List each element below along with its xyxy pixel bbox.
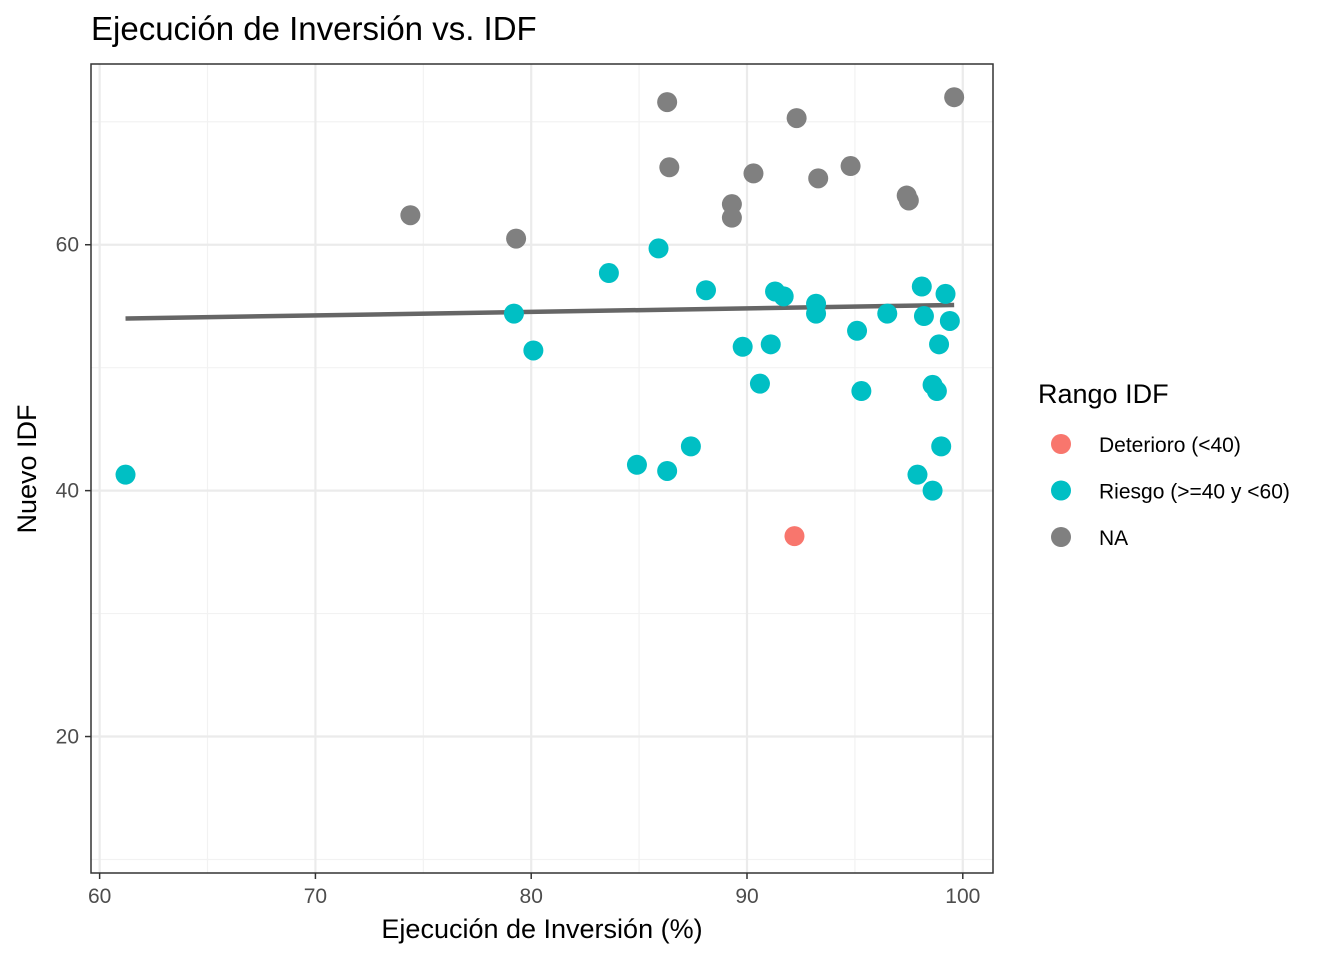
point-series-1-27 — [935, 283, 956, 304]
point-series-1-11 — [760, 334, 781, 355]
y-axis-ticks: 20 40 60 — [56, 234, 91, 749]
point-series-1-15 — [806, 303, 827, 324]
point-series-2-5 — [721, 207, 742, 228]
x-axis-title: Ejecución de Inversión (%) — [381, 914, 702, 944]
y-tick-label-0: 20 — [56, 726, 79, 749]
point-series-1-1 — [503, 303, 524, 324]
point-series-1-3 — [598, 263, 619, 284]
point-series-1-20 — [911, 276, 932, 297]
data-points — [115, 87, 965, 547]
point-series-2-7 — [786, 108, 807, 129]
point-series-2-6 — [743, 163, 764, 184]
point-series-2-3 — [659, 157, 680, 178]
point-series-1-8 — [696, 280, 716, 301]
chart-title: Ejecución de Inversión vs. IDF — [91, 10, 537, 47]
point-series-1-5 — [648, 238, 669, 259]
point-series-1-23 — [922, 480, 943, 501]
point-series-2-12 — [944, 87, 965, 108]
legend-title: Rango IDF — [1038, 379, 1169, 409]
point-series-0-0 — [784, 526, 805, 547]
point-series-2-1 — [506, 228, 527, 249]
point-series-2-8 — [808, 168, 829, 189]
point-series-1-16 — [847, 320, 868, 341]
point-series-1-2 — [523, 340, 544, 361]
legend-label-0: Deterioro (<40) — [1099, 434, 1241, 457]
point-series-1-13 — [773, 286, 794, 307]
x-tick-label-2: 80 — [520, 885, 543, 908]
point-series-1-28 — [939, 310, 960, 331]
y-tick-label-1: 40 — [56, 480, 79, 503]
y-axis-title: Nuevo IDF — [12, 404, 42, 533]
x-tick-label-4: 100 — [945, 885, 980, 908]
point-series-1-18 — [877, 303, 898, 324]
point-series-1-0 — [115, 464, 136, 485]
point-series-2-0 — [400, 205, 421, 226]
point-series-2-11 — [898, 190, 919, 211]
point-series-1-19 — [907, 464, 928, 485]
legend-key-2 — [1051, 527, 1071, 547]
point-series-2-9 — [840, 156, 861, 177]
x-axis-ticks: 60 70 80 90 100 — [88, 873, 980, 908]
point-series-1-26 — [931, 436, 952, 457]
grid — [91, 64, 993, 873]
point-series-1-21 — [913, 306, 934, 327]
x-tick-label-1: 70 — [304, 885, 327, 908]
x-tick-label-3: 90 — [735, 885, 758, 908]
point-series-1-7 — [680, 436, 701, 457]
legend-key-0 — [1051, 434, 1071, 454]
trend-line — [125, 302, 955, 321]
point-series-1-9 — [732, 336, 753, 357]
point-series-1-24 — [926, 381, 947, 402]
point-series-1-17 — [851, 381, 872, 402]
point-series-1-6 — [657, 460, 678, 481]
legend-label-2: NA — [1099, 527, 1128, 550]
x-tick-label-0: 60 — [88, 885, 111, 908]
trend-line-group — [125, 302, 955, 321]
y-tick-label-2: 60 — [56, 234, 79, 257]
panel-border — [90, 63, 994, 874]
legend: Rango IDF Deterioro (<40) Riesgo (>=40 y … — [1038, 379, 1290, 550]
point-series-2-2 — [657, 92, 678, 113]
legend-key-1 — [1051, 480, 1071, 501]
point-series-1-25 — [929, 334, 950, 355]
point-series-1-4 — [626, 454, 647, 475]
legend-label-1: Riesgo (>=40 y <60) — [1099, 481, 1290, 504]
point-series-1-10 — [749, 373, 770, 394]
